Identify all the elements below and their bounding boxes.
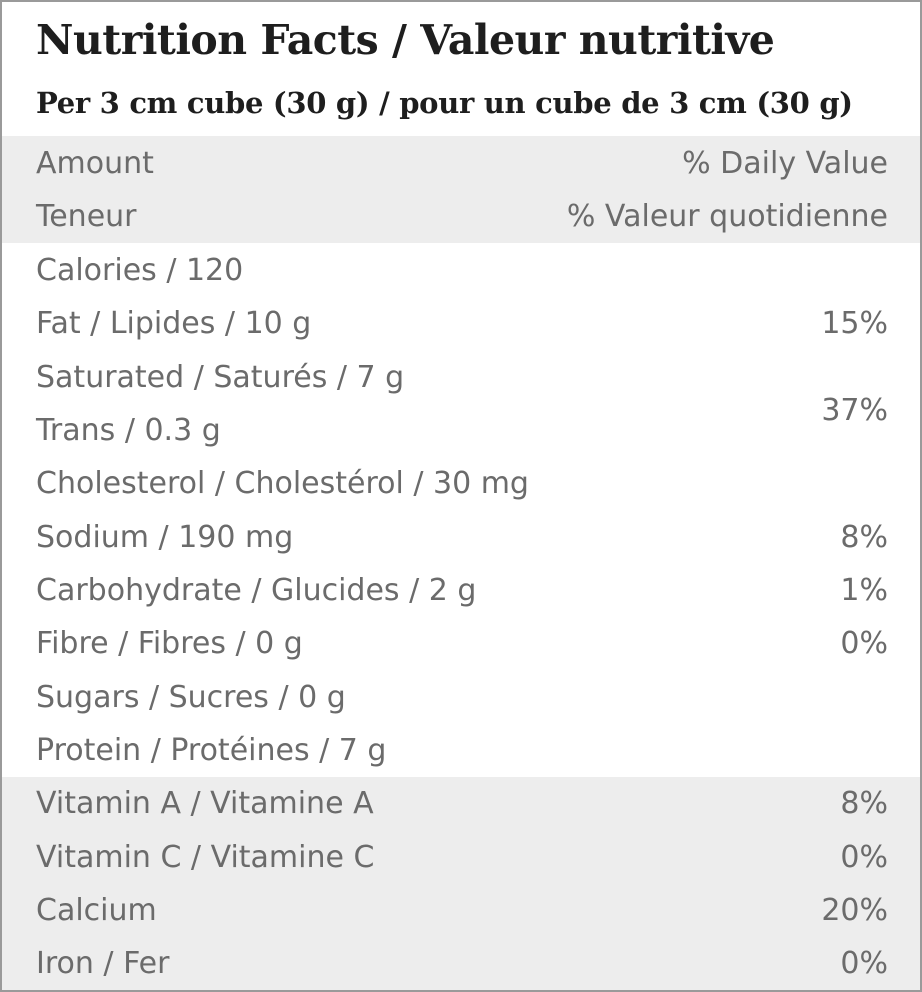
vitamin-row-c: Vitamin C / Vitamine C 0%	[36, 831, 888, 884]
nutrient-label: Saturated / Saturés / 7 g	[36, 360, 405, 395]
nutrient-label: Trans / 0.3 g	[36, 413, 221, 448]
nutrient-label: Fibre / Fibres / 0 g	[36, 626, 303, 661]
daily-value-header: % Daily Value	[682, 146, 888, 181]
vitamin-dv: 0%	[840, 840, 888, 875]
vitamin-row-a: Vitamin A / Vitamine A 8%	[36, 777, 888, 830]
nutrient-dv: 1%	[840, 573, 888, 608]
nutrient-row-calories: Calories / 120	[36, 244, 888, 297]
vitamin-dv: 8%	[840, 786, 888, 821]
vitamin-label: Vitamin A / Vitamine A	[36, 786, 374, 821]
vitamin-dv: 20%	[821, 893, 888, 928]
nutrient-label: Calories / 120	[36, 253, 244, 288]
vitamin-dv: 0%	[840, 946, 888, 981]
nutrient-label: Cholesterol / Cholestérol / 30 mg	[36, 466, 529, 501]
nutrient-row-saturated: Saturated / Saturés / 7 g	[36, 351, 888, 404]
nutrient-label: Carbohydrate / Glucides / 2 g	[36, 573, 477, 608]
column-header-band	[2, 136, 920, 243]
column-header-row-fr: Teneur % Valeur quotidienne	[36, 190, 888, 243]
column-header-row-en: Amount % Daily Value	[36, 137, 888, 190]
nutrient-row-cholesterol: Cholesterol / Cholestérol / 30 mg	[36, 457, 888, 510]
amount-header: Amount	[36, 146, 154, 181]
vitamin-row-calcium: Calcium 20%	[36, 884, 888, 937]
vitamin-label: Vitamin C / Vitamine C	[36, 840, 375, 875]
nutrient-label: Protein / Protéines / 7 g	[36, 733, 387, 768]
nutrient-row-sodium: Sodium / 190 mg 8%	[36, 511, 888, 564]
label-title: Nutrition Facts / Valeur nutritive	[36, 16, 775, 64]
vitamin-label: Calcium	[36, 893, 157, 928]
valeur-quotidienne-header: % Valeur quotidienne	[566, 199, 888, 234]
nutrient-dv: 15%	[821, 306, 888, 341]
nutrient-row-fibre: Fibre / Fibres / 0 g 0%	[36, 617, 888, 670]
nutrient-label: Fat / Lipides / 10 g	[36, 306, 312, 341]
nutrient-dv: 0%	[840, 626, 888, 661]
vitamins-band	[2, 777, 920, 990]
nutrient-label: Sugars / Sucres / 0 g	[36, 680, 346, 715]
nutrient-row-sugars: Sugars / Sucres / 0 g	[36, 671, 888, 724]
serving-size: Per 3 cm cube (30 g) / pour un cube de 3…	[36, 86, 853, 120]
nutrient-label: Sodium / 190 mg	[36, 520, 294, 555]
nutrient-row-carbohydrate: Carbohydrate / Glucides / 2 g 1%	[36, 564, 888, 617]
nutrient-row-trans: Trans / 0.3 g	[36, 404, 888, 457]
vitamin-label: Iron / Fer	[36, 946, 170, 981]
nutrient-dv: 8%	[840, 520, 888, 555]
nutrient-row-fat: Fat / Lipides / 10 g 15%	[36, 297, 888, 350]
nutrient-row-protein: Protein / Protéines / 7 g	[36, 724, 888, 777]
teneur-header: Teneur	[36, 199, 137, 234]
vitamin-row-iron: Iron / Fer 0%	[36, 937, 888, 990]
sat-trans-dv: 37%	[821, 393, 888, 428]
